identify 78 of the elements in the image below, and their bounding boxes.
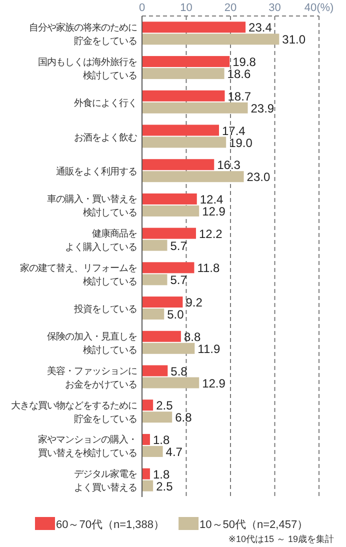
x-tick-label: 30 xyxy=(268,2,281,14)
y-tick-label: 自分や家族の将来のために貯金をしている xyxy=(29,21,137,46)
y-tick-label: 健康商品をよく購入している xyxy=(65,228,137,252)
y-tick-label: 美容・ファッションにお金をかけている xyxy=(47,365,137,390)
bar xyxy=(142,56,230,68)
bar xyxy=(142,228,196,239)
data-label: 2.5 xyxy=(156,398,174,413)
bar xyxy=(142,171,244,182)
data-label: 5.8 xyxy=(170,364,188,378)
data-label: 8.8 xyxy=(184,330,201,344)
bar xyxy=(142,68,224,80)
data-label: 5.7 xyxy=(170,238,188,253)
x-tick-label: 40(%) xyxy=(304,2,334,14)
data-label: 12.9 xyxy=(202,376,226,390)
x-tick-label: 20 xyxy=(224,2,237,14)
y-tick-label: 保険の加入・見直しを検討している xyxy=(47,330,137,356)
data-label: 11.8 xyxy=(197,261,220,276)
bar xyxy=(142,136,226,148)
data-label: 18.6 xyxy=(227,67,251,82)
data-label: 18.7 xyxy=(228,89,252,104)
x-tick-label: 0 xyxy=(138,2,146,14)
data-label: 17.4 xyxy=(222,124,246,138)
bar xyxy=(142,274,168,286)
legend-label: 60～70代（n=1,388） xyxy=(56,519,165,531)
data-label: 9.2 xyxy=(186,296,203,310)
bar xyxy=(142,468,150,480)
bar xyxy=(142,330,181,342)
data-label: 23.4 xyxy=(248,20,272,35)
data-label: 1.8 xyxy=(152,432,170,447)
bar xyxy=(142,342,195,354)
x-tick-label: 10 xyxy=(180,2,192,14)
y-tick-label: 車の購入・買い替えを検討している xyxy=(47,193,137,218)
bar xyxy=(142,377,200,388)
bar xyxy=(142,22,246,33)
bar xyxy=(142,205,200,216)
bar xyxy=(142,240,168,251)
bar xyxy=(142,308,164,320)
bar xyxy=(142,446,163,457)
y-tick-label: 国内もしくは海外旅行を検討している xyxy=(38,56,137,80)
data-label: 5.0 xyxy=(167,308,184,322)
bar xyxy=(142,434,150,445)
bar xyxy=(142,102,248,114)
data-label: 11.9 xyxy=(198,342,220,356)
data-label: 23.0 xyxy=(246,170,270,184)
bar xyxy=(142,365,168,376)
bar xyxy=(142,90,225,102)
y-tick-label: 家の建て替え、リフォームを検討している xyxy=(20,262,137,286)
y-tick-label: 家やマンションの購入・買い替えを検討している xyxy=(38,434,137,458)
bar xyxy=(142,296,183,308)
bar xyxy=(142,262,194,274)
data-label: 4.7 xyxy=(166,444,183,459)
bar xyxy=(142,400,154,411)
legend-label: 10～50代（n=2,457） xyxy=(200,519,308,531)
bar xyxy=(142,34,280,45)
text: ※10代は15 ～ 19歳を集計 xyxy=(228,534,334,544)
bar xyxy=(142,480,154,492)
bar xyxy=(142,124,219,136)
y-tick-label: 大きな買い物などをするために貯金をしている xyxy=(11,399,137,424)
y-tick-label: 投資をしている xyxy=(73,303,137,314)
data-label: 12.9 xyxy=(202,204,226,218)
bar xyxy=(142,412,172,423)
data-label: 2.5 xyxy=(156,479,174,494)
bar xyxy=(142,193,197,204)
data-label: 19.8 xyxy=(232,55,256,70)
data-label: 12.4 xyxy=(200,192,224,206)
data-label: 1.8 xyxy=(152,467,170,482)
y-tick-label: 外食によく行く xyxy=(74,96,137,108)
data-label: 23.9 xyxy=(250,101,274,116)
data-label: 6.8 xyxy=(175,410,192,425)
data-label: 12.2 xyxy=(198,226,223,241)
data-label: 31.0 xyxy=(282,32,306,47)
bar xyxy=(142,159,214,170)
y-tick-label: お酒をよく飲む xyxy=(74,131,137,142)
data-label: 16.3 xyxy=(217,158,241,172)
data-label: 5.7 xyxy=(170,273,188,288)
y-tick-label: デジタル家電をよく買い替える xyxy=(74,468,137,493)
data-label: 19.0 xyxy=(229,136,253,150)
y-tick-label: 通販をよく利用する xyxy=(56,166,137,177)
